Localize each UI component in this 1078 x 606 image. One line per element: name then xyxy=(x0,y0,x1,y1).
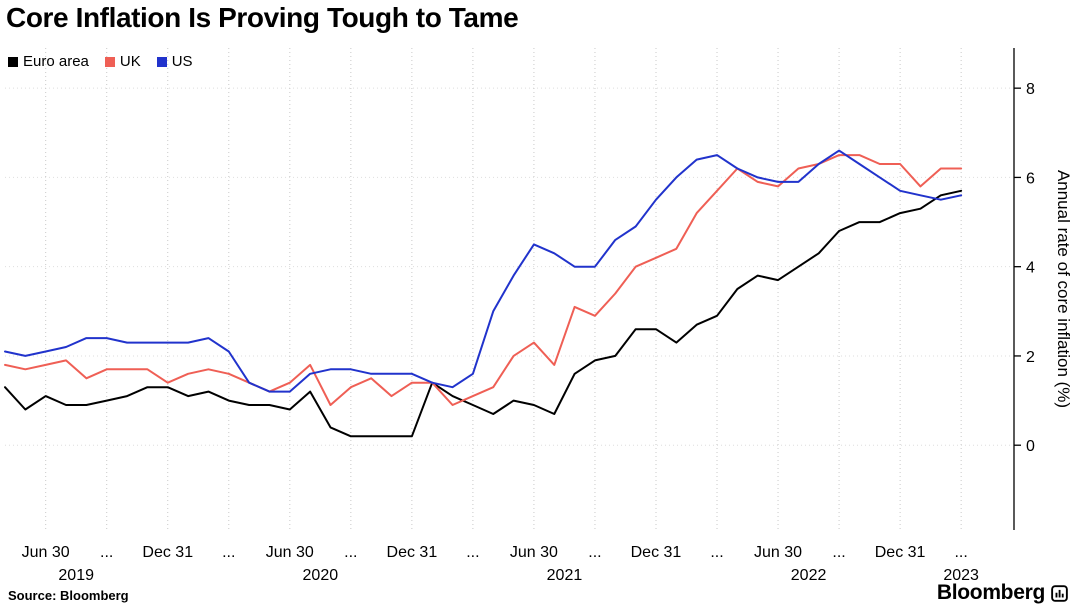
bloomberg-logo: Bloomberg xyxy=(937,581,1068,605)
svg-text:...: ... xyxy=(832,544,845,561)
svg-text:Jun 30: Jun 30 xyxy=(510,544,558,561)
svg-text:2020: 2020 xyxy=(303,567,339,584)
source-label: Source: Bloomberg xyxy=(8,588,129,603)
bloomberg-mark-icon xyxy=(1051,584,1068,602)
svg-text:...: ... xyxy=(466,544,479,561)
legend-item-euro-area: Euro area xyxy=(8,53,89,70)
svg-text:4: 4 xyxy=(1026,260,1035,277)
svg-text:2: 2 xyxy=(1026,349,1035,366)
svg-text:2023: 2023 xyxy=(943,567,979,584)
svg-text:Dec 31: Dec 31 xyxy=(631,544,682,561)
svg-text:8: 8 xyxy=(1026,81,1035,98)
svg-text:Jun 30: Jun 30 xyxy=(22,544,70,561)
svg-text:Jun 30: Jun 30 xyxy=(754,544,802,561)
svg-text:Dec 31: Dec 31 xyxy=(875,544,926,561)
legend-swatch-euro-area xyxy=(8,56,18,67)
svg-text:2022: 2022 xyxy=(791,567,827,584)
svg-text:...: ... xyxy=(222,544,235,561)
legend: Euro area UK US xyxy=(8,53,193,70)
brand-text: Bloomberg xyxy=(936,581,1045,604)
legend-label-euro-area: Euro area xyxy=(23,53,89,70)
svg-text:6: 6 xyxy=(1026,170,1035,187)
legend-label-us: US xyxy=(171,53,193,70)
svg-text:2021: 2021 xyxy=(547,567,583,584)
svg-text:Annual rate of core inflation: Annual rate of core inflation (%) xyxy=(1054,170,1073,408)
chart-title: Core Inflation Is Proving Tough to Tame xyxy=(6,2,519,33)
legend-label-uk: UK xyxy=(119,53,141,70)
svg-text:...: ... xyxy=(954,544,967,561)
legend-swatch-uk xyxy=(104,56,115,67)
legend-swatch-us xyxy=(156,56,167,67)
svg-text:Jun 30: Jun 30 xyxy=(266,544,314,561)
svg-text:Dec 31: Dec 31 xyxy=(387,544,438,561)
svg-text:...: ... xyxy=(344,544,357,561)
svg-text:...: ... xyxy=(710,544,723,561)
svg-text:2019: 2019 xyxy=(58,567,94,584)
svg-text:...: ... xyxy=(588,544,601,561)
svg-text:...: ... xyxy=(100,544,113,561)
svg-text:0: 0 xyxy=(1026,438,1035,455)
svg-text:Dec 31: Dec 31 xyxy=(142,544,193,561)
legend-item-us: US xyxy=(156,53,193,70)
legend-item-uk: UK xyxy=(104,53,141,70)
